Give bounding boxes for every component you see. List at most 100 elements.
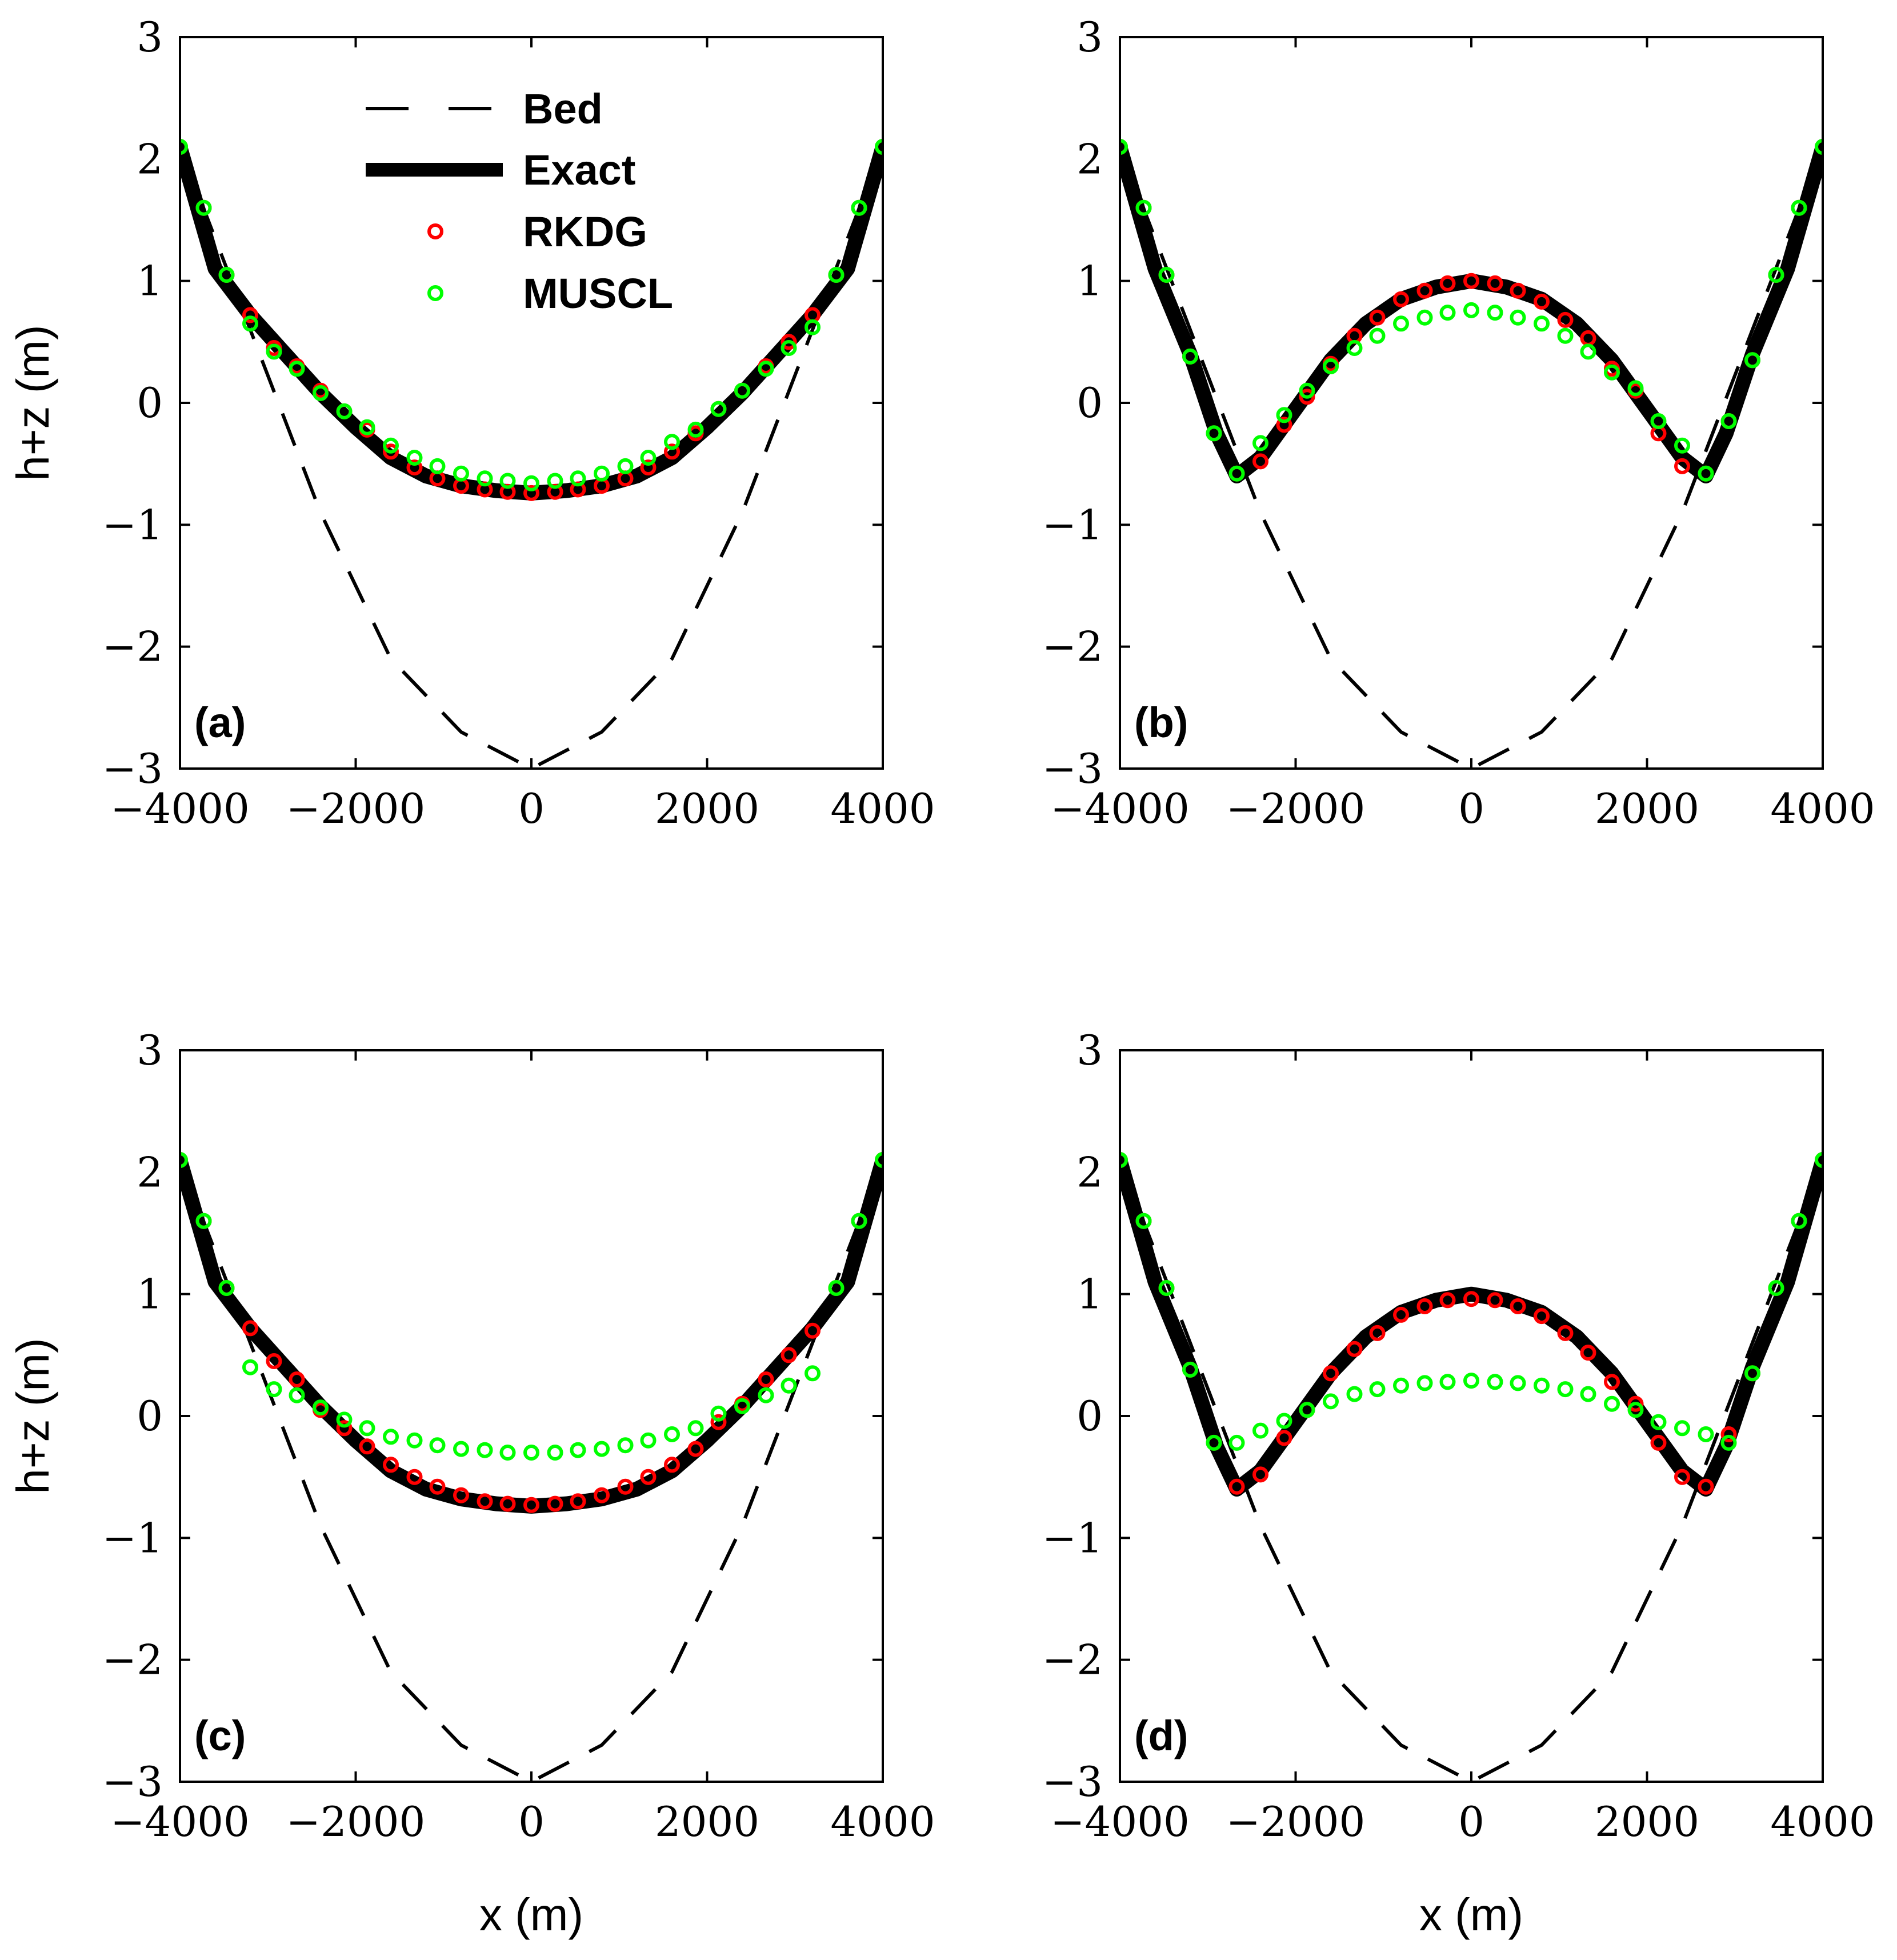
rkdg-point [1252, 453, 1268, 470]
muscl-point [1534, 315, 1550, 332]
muscl-point [1252, 1422, 1268, 1439]
panel-d: −4000 −2000 0 2000 4000 −3 −2 −1 0 1 2 3 (d) x (m) [1042, 1026, 1875, 1940]
x-tick-label: 0 [518, 1798, 545, 1846]
muscl-point [1650, 413, 1667, 429]
legend-rkdg-swatch [427, 223, 443, 239]
rkdg-point [1276, 1430, 1292, 1446]
muscl-point [547, 473, 563, 489]
muscl-markers [1120, 1152, 1823, 1451]
rkdg-point [1557, 1325, 1574, 1341]
muscl-point [1604, 1395, 1620, 1412]
rkdg-point [289, 1371, 305, 1387]
y-tick-label: 0 [1076, 379, 1103, 427]
muscl-point [242, 315, 258, 332]
muscl-point [1510, 1375, 1526, 1391]
y-tick-label: 0 [1076, 1392, 1103, 1440]
legend: Bed Exact RKDG MUSCL [366, 85, 673, 317]
x-tick-label: −4000 [110, 785, 250, 833]
muscl-point [640, 450, 657, 466]
rkdg-point [664, 443, 680, 460]
muscl-point [180, 1152, 188, 1168]
muscl-point [1791, 199, 1807, 216]
x-tick-label: 0 [518, 785, 545, 833]
rkdg-point [1510, 1298, 1526, 1314]
x-tick-label: 2000 [655, 785, 759, 833]
rkdg-point [1276, 417, 1292, 433]
muscl-point [289, 1387, 305, 1403]
rkdg-point [336, 1420, 353, 1437]
muscl-point [195, 1213, 212, 1229]
x-tick-label: −4000 [110, 1798, 250, 1846]
y-tick-label: 2 [137, 1148, 163, 1196]
muscl-point [1323, 1393, 1339, 1410]
panel-label: (b) [1134, 699, 1188, 746]
muscl-point [359, 1420, 375, 1437]
muscl-point [1439, 1374, 1456, 1390]
muscl-point [1580, 1386, 1596, 1402]
rkdg-point [1416, 1298, 1433, 1314]
y-tick-label: −2 [1042, 1636, 1103, 1684]
muscl-markers [180, 1152, 883, 1461]
exact-line [1120, 1153, 1823, 1497]
muscl-point [266, 343, 282, 360]
rkdg-point [1698, 1478, 1714, 1495]
x-tick-label: 4000 [830, 785, 935, 833]
muscl-point [1158, 267, 1175, 283]
y-tick-label: −2 [102, 1636, 163, 1684]
rkdg-point [1252, 1466, 1268, 1483]
muscl-point [734, 1398, 750, 1414]
muscl-point [1206, 425, 1222, 442]
panel-a: −4000 −2000 0 2000 4000 −3 −2 −1 0 1 2 3 (a) h+z (m) [7, 13, 935, 833]
muscl-point [570, 470, 586, 487]
muscl-point [313, 385, 329, 401]
rkdg-point [617, 1478, 634, 1495]
rkdg-point [523, 485, 539, 501]
muscl-point [1534, 1377, 1550, 1394]
rkdg-point [805, 1322, 821, 1339]
rkdg-point [1604, 1374, 1620, 1390]
muscl-point [1698, 465, 1714, 482]
x-tick-label: −2000 [1226, 1798, 1366, 1846]
muscl-point [406, 450, 423, 466]
rkdg-point [758, 1371, 774, 1387]
muscl-point [547, 1445, 563, 1461]
muscl-point [523, 1445, 539, 1461]
rkdg-point [687, 1441, 704, 1457]
axes-frame [1119, 1049, 1824, 1783]
muscl-point [1510, 309, 1526, 326]
muscl-point [453, 465, 469, 482]
muscl-point [640, 1432, 657, 1449]
x-tick-label: −2000 [286, 1798, 426, 1846]
rkdg-point [1416, 282, 1433, 299]
muscl-point [1346, 1386, 1363, 1402]
muscl-point [180, 139, 188, 155]
y-tick-label: 1 [1076, 257, 1103, 305]
exact-line [1120, 139, 1823, 483]
y-tick-label: 2 [137, 135, 163, 183]
y-tick-label: 1 [137, 1270, 163, 1318]
muscl-point [875, 139, 883, 155]
panel-b: −4000 −2000 0 2000 4000 −3 −2 −1 0 1 2 3 (b) [1042, 13, 1875, 833]
muscl-point [499, 1445, 516, 1461]
muscl-point [617, 458, 634, 474]
rkdg-point [1534, 1308, 1550, 1325]
y-tick-label: −1 [1042, 501, 1103, 549]
x-tick-label: 4000 [1770, 785, 1875, 833]
muscl-point [1815, 139, 1823, 155]
muscl-point [1720, 1434, 1737, 1451]
muscl-point [1416, 309, 1433, 326]
muscl-point [195, 199, 212, 216]
muscl-point [1768, 267, 1784, 283]
muscl-point [758, 1387, 774, 1403]
y-tick-label: −3 [102, 1758, 163, 1806]
muscl-point [781, 340, 797, 356]
muscl-markers [180, 139, 883, 491]
exact-line [180, 1153, 883, 1514]
muscl-point [781, 1377, 797, 1394]
y-tick-label: 2 [1076, 1148, 1103, 1196]
muscl-point [1463, 1373, 1479, 1389]
rkdg-point [383, 1457, 399, 1473]
muscl-point [429, 1437, 446, 1454]
muscl-point [758, 361, 774, 377]
